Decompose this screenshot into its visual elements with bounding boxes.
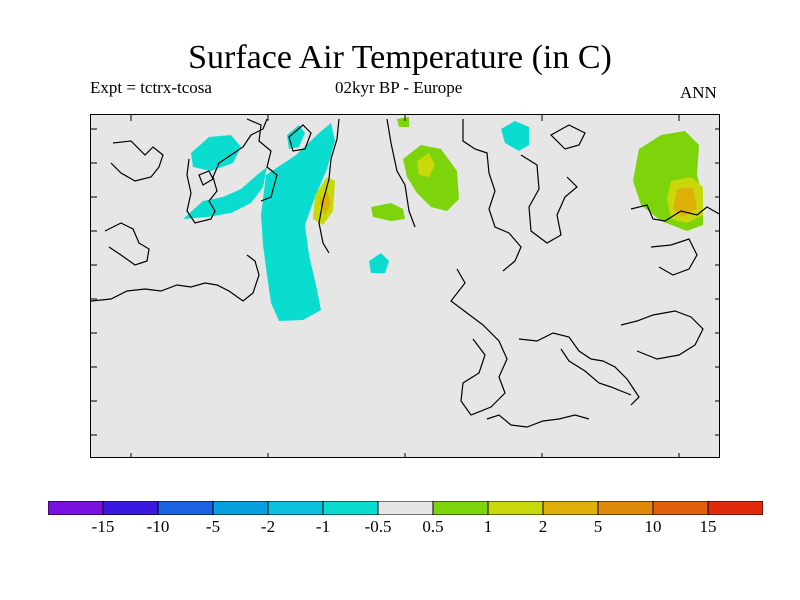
coast-arabia-africa [486,414,590,428]
warm-patch-baltic [371,203,405,221]
warm-patch-norway-peak [319,191,331,215]
coast-svalbard [288,124,312,152]
period-region-label: 02kyr BP - Europe [335,78,463,97]
coast-baffin-southwest [91,254,260,302]
coast-greenland-east [186,118,268,224]
coast-novaya-zemlya [550,124,586,150]
colorbar-tick-label: -5 [205,517,221,536]
warm-patch-ural-peak [673,187,697,217]
colorbar-tick-label: 5 [593,517,603,536]
warm-anomaly-areas [313,117,703,231]
coast-italy [518,332,640,406]
colorbar-tick-label: -10 [146,517,170,536]
coast-iceland [246,118,278,202]
colorbar-swatch [102,501,159,515]
warm-patch-north-cape [397,117,409,127]
cool-patch-iceland-sea [191,135,241,171]
cool-anomaly-areas [183,121,529,321]
colorbar-swatch [157,501,214,515]
colorbar-swatch [542,501,599,515]
colorbar-swatch [212,501,269,515]
coast-black-sea [620,310,704,360]
colorbar-swatch [377,501,434,515]
coast-caspian [650,238,698,276]
colorbar-tick-label: 15 [699,517,717,536]
colorbar-tick-label: -15 [91,517,115,536]
colorbar-tick-label: 0.5 [422,517,444,536]
coast-central-europe [450,268,508,416]
colorbar-swatch [267,501,324,515]
colorbar-tick-label: 10 [644,517,662,536]
warm-patch-scandinavia [403,145,459,211]
coast-east-russia [630,204,719,222]
colorbar-swatch [597,501,654,515]
colorbar-canvas [48,501,763,515]
cool-patch-greenland-sea [261,123,335,321]
warm-patch-scandinavia-core [417,153,435,177]
coast-kola-russia [462,119,522,272]
cool-patch-svalbard [287,125,305,149]
colorbar-swatch [652,501,709,515]
colorbar-swatch [487,501,544,515]
colorbar-tick-label: -2 [260,517,276,536]
coast-greenland-north [110,140,164,182]
map-panel [90,114,720,458]
season-label: ANN [680,83,717,102]
coast-white-sea [520,154,578,244]
axis-ticks [91,115,719,457]
experiment-label: Expt = tctrx-tcosa [90,78,212,97]
colorbar-tick-label: 2 [538,517,548,536]
colorbar-swatch [707,501,763,515]
map-canvas [91,115,719,457]
chart-title: Surface Air Temperature (in C) [188,39,612,76]
coast-norway [318,118,340,254]
cool-patch-barents [501,121,529,151]
colorbar-tick-label: 1 [483,517,493,536]
colorbar [48,501,763,515]
colorbar-tick-label: -1 [315,517,331,536]
colorbar-swatch [322,501,379,515]
colorbar-swatch [432,501,489,515]
colorbar-swatch [48,501,104,515]
coast-greece-turkey [560,348,632,396]
coastlines [91,118,719,428]
cool-patch-greenland-coast [183,167,267,219]
coast-baffin-channel [104,222,150,266]
coast-small-island [198,170,214,186]
colorbar-tick-label: -0.5 [364,517,392,536]
coast-sweden-finland [386,118,416,228]
cool-patch-norwegian-islet [369,253,389,273]
